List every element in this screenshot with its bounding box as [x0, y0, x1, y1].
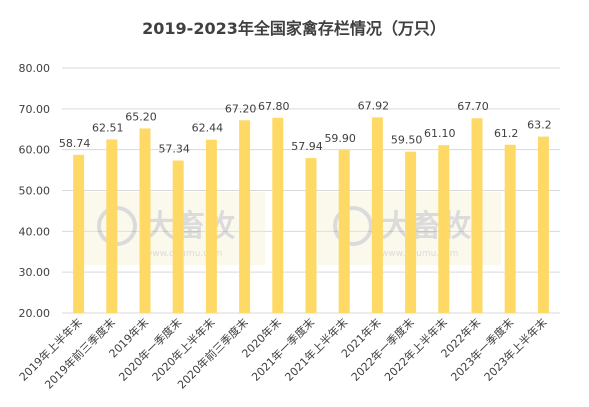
bar	[139, 128, 151, 313]
bar	[106, 139, 118, 313]
bar	[305, 158, 317, 313]
y-tick-label: 60.00	[19, 144, 51, 157]
value-label: 63.2	[527, 119, 552, 132]
chart-title: 2019-2023年全国家禽存栏情况（万只）	[142, 19, 446, 38]
bar	[205, 139, 217, 313]
bar	[471, 118, 483, 313]
y-tick-label: 80.00	[19, 62, 51, 75]
value-label: 67.80	[258, 100, 290, 113]
bar	[272, 117, 284, 313]
bar	[338, 150, 350, 313]
value-label: 62.51	[92, 121, 124, 134]
y-tick-label: 20.00	[19, 307, 51, 320]
value-label: 59.90	[324, 132, 356, 145]
y-tick-label: 70.00	[19, 103, 51, 116]
value-label: 59.50	[391, 134, 423, 147]
watermark-logo	[333, 206, 373, 246]
value-label: 61.10	[424, 127, 456, 140]
watermark-url: www.dxumu.com	[145, 249, 222, 259]
bar	[239, 120, 251, 314]
watermark-name: 大畜牧	[145, 209, 236, 244]
y-tick-label: 50.00	[19, 185, 51, 198]
y-tick-label: 30.00	[19, 266, 51, 279]
value-label: 67.92	[358, 99, 390, 112]
bar	[73, 154, 85, 313]
value-label: 58.74	[59, 137, 91, 150]
bar	[371, 117, 383, 314]
value-label: 57.94	[291, 140, 323, 153]
bar	[537, 136, 549, 313]
watermark-name: 大畜牧	[381, 209, 472, 244]
bar	[405, 151, 417, 313]
value-label: 62.44	[192, 122, 224, 135]
value-label: 61.2	[494, 127, 519, 140]
value-label: 67.20	[225, 102, 257, 115]
value-label: 67.70	[457, 100, 489, 113]
bar	[172, 160, 184, 313]
value-label: 65.20	[125, 110, 157, 123]
value-label: 57.34	[158, 143, 190, 156]
bar	[438, 145, 450, 313]
y-tick-label: 40.00	[19, 225, 51, 238]
watermark-url: www.dxumu.com	[381, 249, 458, 259]
bar	[504, 144, 516, 313]
